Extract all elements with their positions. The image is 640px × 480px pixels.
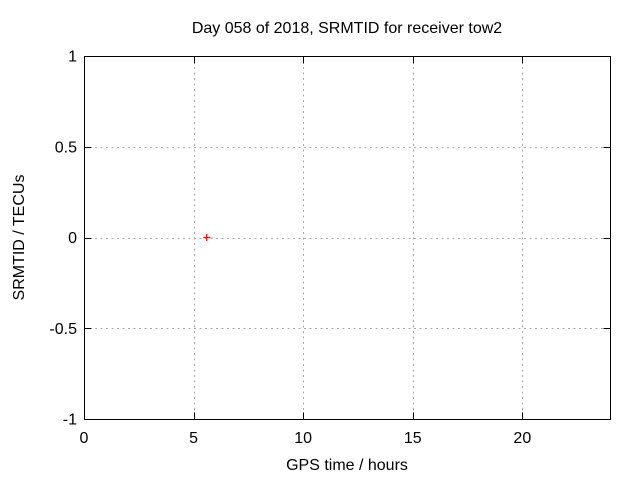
y-tick-label: -0.5 xyxy=(49,321,77,338)
tick-layer xyxy=(84,56,611,420)
x-tick-label: 10 xyxy=(294,430,312,447)
x-tick-label: 15 xyxy=(404,430,422,447)
plot-border xyxy=(84,56,611,420)
data-layer xyxy=(203,234,211,241)
x-tick-label: 20 xyxy=(513,430,531,447)
axis-tick-labels: 0 5 10 15 20 -1 -0.5 0 0.5 1 xyxy=(49,49,531,448)
y-tick-label: 0.5 xyxy=(55,139,77,156)
y-tick-label: 1 xyxy=(68,49,77,66)
chart-title: Day 058 of 2018, SRMTID for receiver tow… xyxy=(192,20,502,37)
y-axis-label: SRMTID / TECUs xyxy=(11,175,28,301)
x-tick-label: 0 xyxy=(80,430,89,447)
y-tick-label: -1 xyxy=(63,412,77,429)
x-axis-label: GPS time / hours xyxy=(286,457,408,474)
x-tick-label: 5 xyxy=(189,430,198,447)
y-tick-label: 0 xyxy=(68,230,77,247)
grid-layer xyxy=(84,56,610,419)
data-point-marker xyxy=(203,234,211,241)
